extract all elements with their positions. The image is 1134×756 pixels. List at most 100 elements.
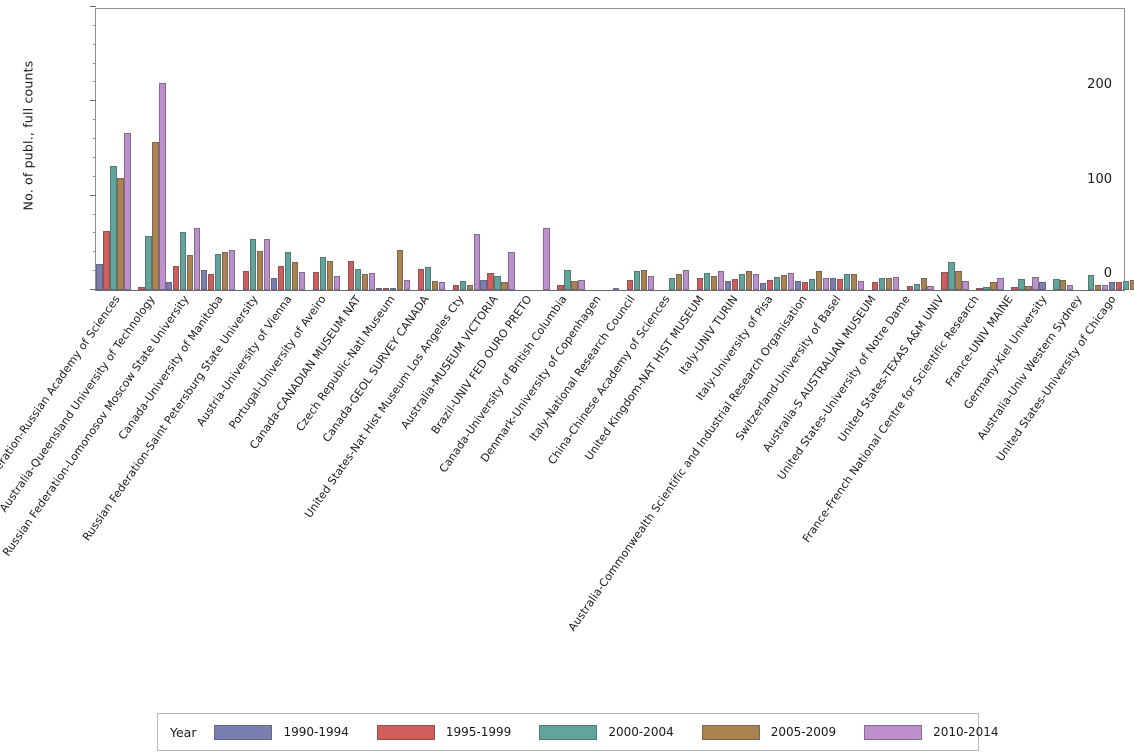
legend-item[interactable]: 2010-2014 <box>864 724 999 740</box>
legend-label: 2010-2014 <box>933 725 999 739</box>
bar <box>878 277 885 290</box>
bar <box>1109 281 1116 290</box>
bar <box>110 166 117 290</box>
y-axis-tick <box>90 289 96 290</box>
legend-item[interactable]: 1990-1994 <box>214 724 349 740</box>
bar <box>920 277 927 290</box>
bar <box>508 252 515 290</box>
bar <box>215 254 222 290</box>
bar <box>634 271 641 290</box>
bar <box>1088 274 1095 290</box>
bar <box>801 282 809 290</box>
bar <box>857 280 864 290</box>
bar-group <box>515 9 550 290</box>
chart-legend: Year 1990-1994 1995-1999 2000-2004 2005-200… <box>157 713 999 751</box>
bar <box>962 280 969 290</box>
legend-label: 2005-2009 <box>770 725 837 739</box>
bar <box>222 252 229 290</box>
bar <box>543 227 550 290</box>
bar <box>731 278 739 290</box>
bar <box>1130 279 1134 290</box>
legend-label: 1990-1994 <box>283 725 349 739</box>
bar <box>787 273 795 290</box>
bar <box>173 266 180 290</box>
bar-group <box>270 9 306 290</box>
bar <box>1095 285 1102 290</box>
bar-group <box>1039 9 1074 290</box>
bar <box>578 279 585 290</box>
x-axis-label: Canada-University of British Columbia <box>436 293 570 476</box>
bar <box>683 270 690 290</box>
bar <box>1011 287 1018 290</box>
y-axis-tick-label: 0 <box>1103 266 1112 281</box>
bar-group <box>96 9 131 290</box>
bar <box>1025 286 1032 290</box>
bar <box>738 273 746 290</box>
bar <box>676 273 683 290</box>
bar-groups <box>96 9 1134 290</box>
y-axis-minor-tick <box>92 251 96 253</box>
bar <box>298 272 306 290</box>
legend-swatch <box>214 724 273 740</box>
legend-item[interactable]: 2005-2009 <box>701 724 837 740</box>
bar <box>438 282 445 290</box>
bar-group <box>724 9 760 290</box>
bar-group <box>690 9 725 290</box>
bar-group <box>340 9 376 290</box>
bar <box>648 275 655 290</box>
bar <box>1067 285 1074 290</box>
bar <box>829 277 836 290</box>
bar <box>773 276 781 290</box>
bar <box>850 273 857 290</box>
bar <box>822 277 830 290</box>
y-axis-minor-tick <box>92 62 96 64</box>
bar-group <box>829 9 864 290</box>
bar <box>892 276 899 290</box>
bar-group <box>899 9 934 290</box>
bar <box>759 283 767 290</box>
bar <box>1018 278 1025 290</box>
legend-item[interactable]: 2000-2004 <box>539 724 674 740</box>
bar <box>766 279 774 290</box>
bar <box>724 280 732 290</box>
y-axis-tick-label: 200 <box>1087 77 1112 93</box>
bar <box>326 260 334 290</box>
bar <box>627 279 634 290</box>
legend-item[interactable]: 1995-1999 <box>376 724 511 740</box>
bar <box>243 271 250 290</box>
x-axis-labels: Russian Federation-Russian Academy of Sc… <box>0 291 1125 701</box>
y-axis-minor-tick <box>92 24 96 26</box>
bar <box>145 236 152 290</box>
bar <box>396 250 403 290</box>
y-axis-minor-tick <box>92 175 96 177</box>
bar <box>697 277 704 290</box>
bar <box>159 83 166 290</box>
bar <box>270 277 278 290</box>
legend-title: Year <box>170 724 197 740</box>
bar <box>494 275 501 290</box>
bar <box>96 263 103 290</box>
bar <box>277 266 285 290</box>
plot-area: 0100200300 <box>90 6 1134 291</box>
bar <box>564 270 571 290</box>
bar <box>256 251 264 290</box>
y-axis-minor-tick <box>92 213 96 215</box>
bar <box>1102 285 1109 290</box>
bar-group <box>1074 9 1109 290</box>
bar <box>389 288 396 290</box>
bar-group <box>480 9 515 290</box>
bar-group <box>864 9 899 290</box>
y-axis-tick <box>90 100 96 102</box>
bar <box>263 239 271 290</box>
bar <box>745 271 753 290</box>
bar <box>194 227 201 290</box>
bar <box>368 273 376 290</box>
y-axis-minor-tick <box>92 138 96 140</box>
bar <box>284 252 292 290</box>
bar <box>871 281 878 290</box>
bar <box>480 279 487 290</box>
bar <box>312 272 320 290</box>
bar <box>948 261 955 290</box>
bar <box>557 285 564 290</box>
bar <box>291 261 299 290</box>
